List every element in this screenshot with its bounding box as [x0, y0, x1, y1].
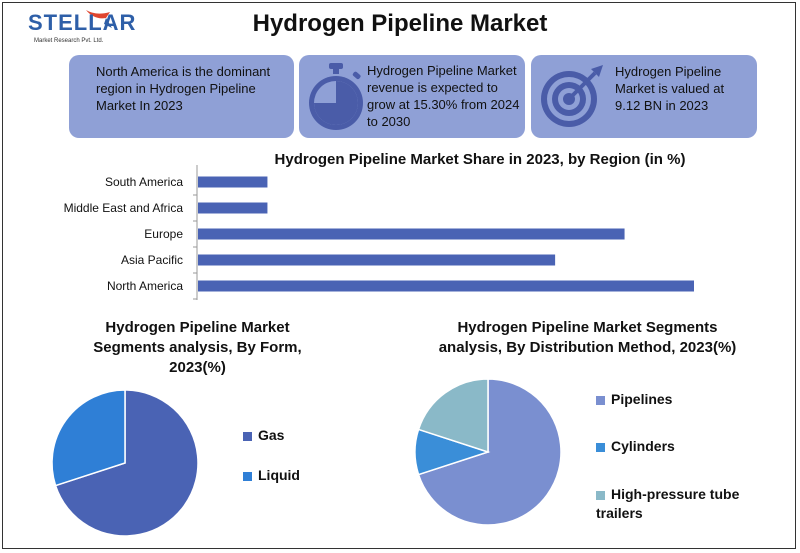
bar-category-label: North America — [107, 279, 183, 293]
legend-swatch — [596, 395, 605, 405]
legend-trailers: High-pressure tube trailers — [596, 485, 756, 523]
pie-slice — [54, 389, 199, 537]
card-text: North America is the dominant region in … — [96, 64, 271, 113]
bar — [198, 176, 268, 188]
info-card-growth: Hydrogen Pipeline Market revenue is expe… — [299, 55, 525, 138]
stellar-logo — [86, 10, 112, 28]
card-text: Hydrogen Pipeline Market revenue is expe… — [367, 63, 520, 129]
region-share-bar-chart: South America Middle East and Africa Europ… — [64, 165, 694, 300]
legend-label: Gas — [258, 427, 285, 443]
info-card-valuation: Hydrogen Pipeline Market is valued at 9.… — [531, 55, 757, 138]
legend-cylinders: Cylinders — [596, 438, 675, 454]
distribution-pie-chart — [414, 378, 562, 526]
bar — [198, 280, 694, 292]
legend-liquid: Liquid — [243, 467, 300, 483]
legend-pipelines: Pipelines — [596, 391, 672, 407]
legend-label: Pipelines — [611, 391, 673, 407]
legend-swatch — [596, 490, 605, 500]
legend-label: High-pressure tube trailers — [596, 486, 740, 521]
form-pie-chart — [51, 389, 199, 537]
stopwatch-icon — [309, 63, 363, 130]
page-title: Hydrogen Pipeline Market — [252, 10, 548, 37]
pie-slice — [417, 378, 489, 454]
distribution-pie-title: Hydrogen Pipeline Market Segments analys… — [438, 319, 737, 356]
legend-gas: Gas — [243, 427, 284, 443]
legend-label: Cylinders — [611, 438, 675, 454]
card-text: Hydrogen Pipeline Market is valued at 9.… — [615, 64, 725, 113]
legend-label: Liquid — [258, 467, 300, 483]
info-card-dominant-region: North America is the dominant region in … — [69, 55, 294, 138]
bar — [198, 202, 268, 214]
brand-name: STELLAR — [28, 10, 137, 35]
brand-tagline: Market Research Pvt. Ltd. — [34, 38, 104, 44]
form-pie-title: Hydrogen Pipeline Market Segments analys… — [93, 319, 302, 376]
legend-swatch — [243, 471, 252, 481]
bar — [198, 228, 625, 240]
bar-category-label: Middle East and Africa — [64, 201, 184, 215]
target-icon — [541, 65, 603, 127]
pie-slice — [51, 389, 126, 487]
bar-chart-title: Hydrogen Pipeline Market Share in 2023, … — [274, 151, 686, 168]
bar-category-label: Asia Pacific — [121, 253, 183, 267]
bar — [198, 254, 556, 266]
bar-category-label: Europe — [144, 227, 183, 241]
bar-category-label: South America — [105, 175, 183, 189]
legend-swatch — [596, 442, 605, 452]
legend-swatch — [243, 431, 252, 441]
